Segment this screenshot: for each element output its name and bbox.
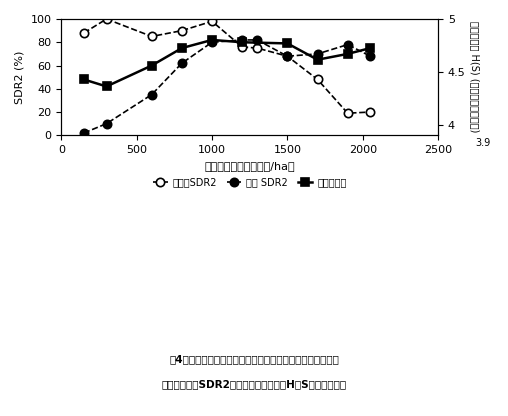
多様度指数 — [104, 84, 110, 89]
シバ SDR2 — [104, 121, 110, 126]
シバ SDR2 — [149, 92, 155, 97]
シバ SDR2 — [344, 42, 351, 47]
ススキSDR2 — [179, 28, 185, 33]
シバ SDR2 — [209, 40, 215, 45]
多様度指数 — [149, 63, 155, 68]
多様度指数 — [209, 37, 215, 42]
ススキSDR2 — [81, 30, 87, 35]
ススキSDR2 — [254, 46, 260, 51]
Legend: ススキSDR2, シバ SDR2, 多様度指数: ススキSDR2, シバ SDR2, 多様度指数 — [149, 173, 351, 191]
Text: 積算優占度（SDR2）及び多様度指数（H（S））との関係: 積算優占度（SDR2）及び多様度指数（H（S））との関係 — [162, 379, 346, 389]
ススキSDR2 — [314, 77, 321, 82]
Y-axis label: SDR2 (%): SDR2 (%) — [15, 50, 25, 104]
Line: シバ SDR2: シバ SDR2 — [80, 36, 374, 137]
Text: 3.9: 3.9 — [475, 138, 491, 148]
シバ SDR2 — [81, 131, 87, 136]
多様度指数 — [179, 46, 185, 51]
ススキSDR2 — [284, 54, 291, 59]
多様度指数 — [81, 77, 87, 82]
Line: ススキSDR2: ススキSDR2 — [80, 15, 374, 117]
多様度指数 — [284, 41, 291, 46]
ススキSDR2 — [367, 109, 373, 114]
シバ SDR2 — [314, 52, 321, 57]
Text: 围4．刊取・放牧区における累積放牧強度とススキ、シバの: 围4．刊取・放牧区における累積放牧強度とススキ、シバの — [169, 354, 339, 364]
Y-axis label: 多様度指数 H(S) (ナッツ・データー): 多様度指数 H(S) (ナッツ・データー) — [469, 22, 480, 133]
シバ SDR2 — [367, 54, 373, 59]
X-axis label: 累積放牧強度（頭・日/ha）: 累積放牧強度（頭・日/ha） — [204, 161, 295, 171]
多様度指数 — [367, 46, 373, 51]
Line: 多様度指数: 多様度指数 — [80, 36, 374, 91]
多様度指数 — [344, 52, 351, 57]
シバ SDR2 — [254, 37, 260, 42]
多様度指数 — [239, 40, 245, 45]
シバ SDR2 — [284, 54, 291, 59]
ススキSDR2 — [239, 45, 245, 50]
ススキSDR2 — [104, 17, 110, 22]
多様度指数 — [314, 57, 321, 62]
ススキSDR2 — [209, 19, 215, 24]
ススキSDR2 — [344, 111, 351, 116]
ススキSDR2 — [149, 34, 155, 39]
シバ SDR2 — [239, 37, 245, 42]
シバ SDR2 — [179, 61, 185, 66]
